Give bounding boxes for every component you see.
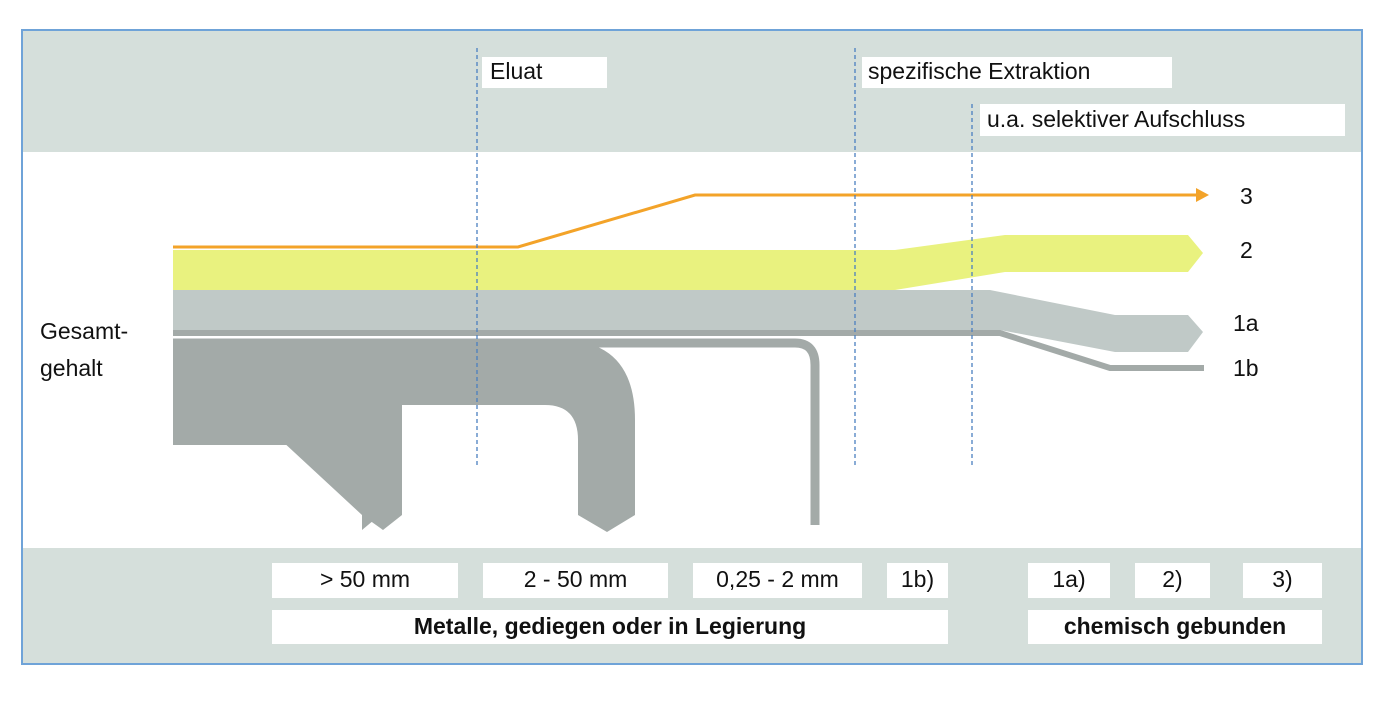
group-box	[272, 610, 948, 644]
flow-label: 3	[1240, 183, 1253, 209]
label-box	[980, 104, 1345, 136]
label-box	[862, 57, 1172, 88]
group-label: Metalle, gediegen oder in Legierung	[414, 613, 806, 639]
flow-3	[173, 193, 1198, 249]
fraction-label: 2)	[1162, 566, 1182, 592]
flow-1a	[173, 290, 1203, 352]
flow-label: 1b	[1233, 355, 1259, 381]
fraction-box	[1243, 563, 1322, 598]
flow-2	[173, 235, 1203, 290]
label-box	[482, 57, 607, 88]
flow-medium	[173, 340, 635, 532]
fraction-label: > 50 mm	[320, 566, 410, 592]
left-label: gehalt	[40, 355, 103, 381]
fraction-box	[1135, 563, 1210, 598]
footer: > 50 mm 2 - 50 mm 0,25 - 2 mm 1b) 1a) 2) 3) Met…	[272, 563, 1322, 644]
extraction-label: spezifische Extraktion	[868, 58, 1090, 84]
fraction-label: 1b)	[901, 566, 934, 592]
arrow-head	[1196, 188, 1209, 202]
fraction-box	[887, 563, 948, 598]
left-label: Gesamt-	[40, 318, 128, 344]
fraction-label: 3)	[1272, 566, 1292, 592]
fraction-box	[483, 563, 668, 598]
fraction-label: 2 - 50 mm	[524, 566, 628, 592]
fraction-box	[272, 563, 458, 598]
fraction-box	[1028, 563, 1110, 598]
fraction-box	[693, 563, 862, 598]
flow-label: 2	[1240, 237, 1253, 263]
flow-fine	[173, 338, 820, 525]
group-label: chemisch gebunden	[1064, 613, 1286, 639]
flow-label: 1a	[1233, 310, 1259, 336]
eluat-label: Eluat	[490, 58, 543, 84]
group-box	[1028, 610, 1322, 644]
digestion-label: u.a. selektiver Aufschluss	[987, 106, 1245, 132]
fraction-label: 0,25 - 2 mm	[716, 566, 839, 592]
fraction-label: 1a)	[1052, 566, 1085, 592]
flow-1b	[173, 330, 1204, 371]
flows	[173, 188, 1209, 532]
